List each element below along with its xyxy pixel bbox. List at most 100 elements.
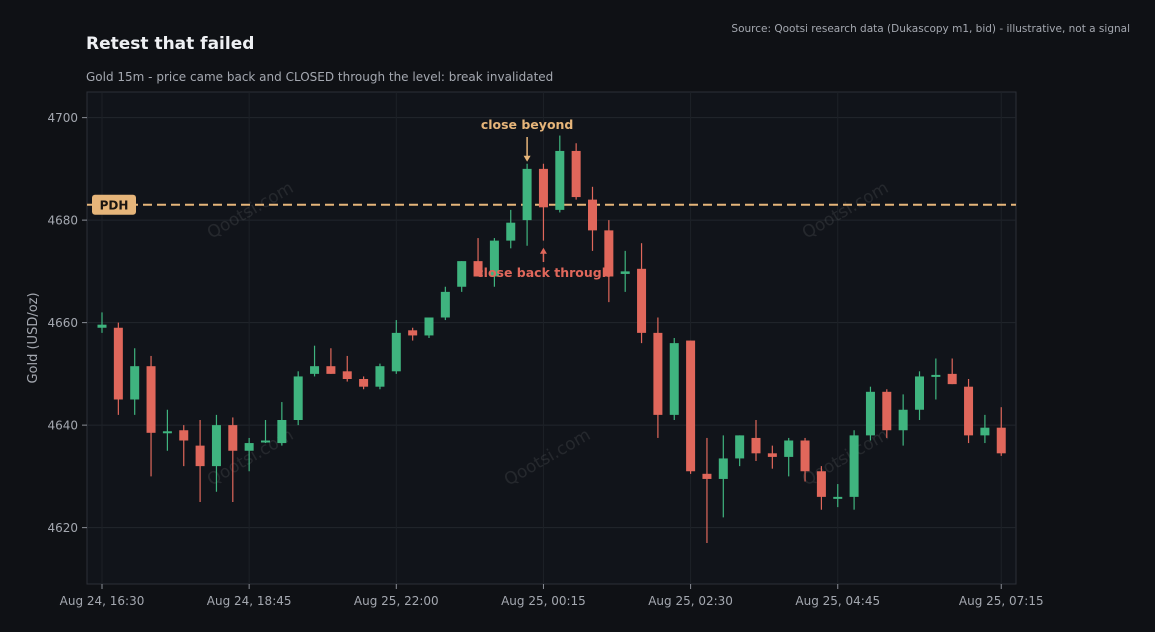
- candle-body: [718, 458, 728, 479]
- candle-body: [996, 427, 1006, 454]
- annotation-close-beyond: close beyond: [481, 117, 574, 162]
- candle-down: [538, 163, 548, 241]
- annotation-arrow-head: [523, 155, 531, 162]
- annotation-label: close beyond: [481, 117, 574, 132]
- candle-body: [915, 376, 924, 410]
- candle-down: [800, 437, 810, 482]
- candle-body: [882, 391, 892, 431]
- candle-up: [261, 420, 270, 444]
- candle-up: [162, 409, 172, 451]
- candle-down: [964, 379, 974, 444]
- candle-body: [555, 150, 565, 210]
- candle-body: [408, 330, 418, 336]
- candle-up: [457, 261, 467, 292]
- candle-body: [522, 168, 532, 221]
- annotation-close-back-through: close back through: [476, 247, 611, 280]
- candle-body: [538, 168, 548, 208]
- candle-body: [816, 471, 826, 497]
- candle-down: [146, 355, 156, 477]
- candle-body: [849, 435, 859, 497]
- candle-up: [555, 135, 565, 213]
- candle-down: [571, 143, 581, 200]
- candle-body: [489, 240, 499, 277]
- source-note: Source: Qootsi research data (Dukascopy …: [731, 23, 1130, 35]
- y-tick-label: 4660: [47, 316, 78, 330]
- candle-down: [996, 407, 1006, 456]
- candle-body: [146, 366, 156, 433]
- candle-body: [211, 425, 221, 467]
- chart-subtitle: Gold 15m - price came back and CLOSED th…: [86, 70, 554, 84]
- x-tick-label: Aug 24, 16:30: [60, 594, 145, 608]
- candle-body: [800, 440, 810, 472]
- candle-up: [865, 386, 875, 441]
- candle-down: [604, 220, 614, 303]
- candle-up: [489, 238, 499, 287]
- candle-body: [735, 435, 745, 459]
- candle-down: [653, 317, 663, 438]
- candle-body: [669, 343, 679, 415]
- candle-up: [522, 163, 532, 246]
- x-tick-label: Aug 25, 07:15: [959, 594, 1044, 608]
- candle-down: [882, 389, 892, 438]
- candle-body: [833, 496, 843, 499]
- candle-body: [571, 150, 581, 198]
- y-tick-label: 4680: [47, 214, 78, 228]
- candle-down: [816, 466, 826, 510]
- x-tick-label: Aug 25, 22:00: [354, 594, 439, 608]
- candle-down: [588, 186, 597, 251]
- candle-body: [980, 427, 990, 436]
- candle-down: [228, 417, 238, 502]
- candle-up: [211, 414, 221, 492]
- y-tick-label: 4620: [47, 521, 78, 535]
- candle-body: [784, 440, 794, 457]
- candle-body: [931, 374, 941, 377]
- candle-body: [244, 443, 254, 451]
- candle-body: [653, 332, 663, 415]
- candle-body: [702, 473, 712, 479]
- candle-down: [408, 327, 418, 341]
- candle-up: [849, 430, 859, 510]
- candle-body: [637, 268, 647, 333]
- candle-down: [179, 425, 189, 467]
- candle-body: [440, 291, 450, 318]
- candle-down: [702, 437, 712, 543]
- candle-down: [637, 243, 647, 344]
- candle-down: [947, 358, 957, 385]
- candle-body: [767, 453, 777, 457]
- candle-up: [293, 371, 303, 426]
- candle-up: [310, 345, 320, 377]
- candle-up: [669, 338, 679, 420]
- candle-down: [359, 376, 369, 390]
- candle-down: [113, 322, 123, 415]
- candle-up: [718, 435, 728, 518]
- x-tick-label: Aug 24, 18:45: [207, 594, 292, 608]
- candle-body: [506, 222, 516, 241]
- candle-body: [293, 376, 303, 420]
- candle-body: [162, 431, 172, 434]
- candle-body: [277, 420, 287, 444]
- candle-body: [130, 366, 140, 400]
- candle-body: [424, 317, 434, 336]
- candle-up: [440, 286, 450, 321]
- candle-up: [833, 484, 843, 508]
- y-axis: 4620 4640 4660 4680 4700 Gold (USD/oz): [26, 111, 87, 535]
- candle-body: [310, 366, 320, 374]
- candles: [97, 135, 1006, 543]
- candle-body: [588, 199, 597, 231]
- pdh-badge-background: [92, 194, 136, 215]
- x-tick-label: Aug 25, 00:15: [501, 594, 586, 608]
- annotation-arrow-head: [539, 247, 547, 254]
- candle-up: [391, 320, 401, 374]
- candle-body: [97, 324, 107, 328]
- pdh-level-badge: PDH: [92, 194, 136, 215]
- candle-up: [620, 250, 630, 292]
- annotation-label: close back through: [476, 265, 610, 280]
- candle-up: [784, 437, 794, 477]
- chart-title: Retest that failed: [86, 34, 255, 54]
- candle-up: [424, 317, 434, 338]
- candle-up: [277, 402, 287, 446]
- candle-body: [359, 379, 369, 387]
- candle-down: [195, 420, 205, 502]
- y-tick-label: 4700: [47, 111, 78, 125]
